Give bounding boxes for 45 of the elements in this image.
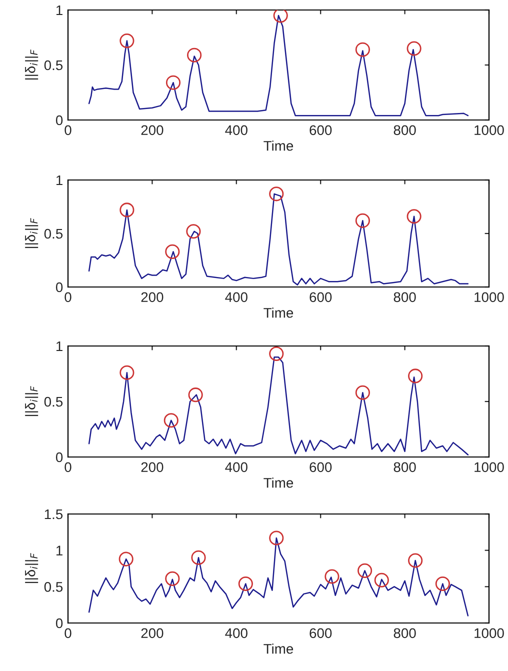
x-axis-title: Time bbox=[264, 644, 294, 654]
x-tick-label: 0 bbox=[64, 628, 72, 638]
x-tick-label: 0 bbox=[64, 462, 72, 472]
x-tick-label: 200 bbox=[141, 292, 164, 302]
y-axis-title: ||δ$_{i}$||$_{F}$ bbox=[25, 218, 38, 248]
x-tick-label: 600 bbox=[310, 462, 332, 472]
x-tick-label: 200 bbox=[141, 462, 164, 472]
x-tick-label: 600 bbox=[310, 292, 332, 302]
x-tick-label: 800 bbox=[394, 462, 416, 472]
y-tick-label: 0 bbox=[56, 452, 63, 462]
x-axis-title: Time bbox=[264, 308, 294, 318]
y-tick-label: 0 bbox=[56, 618, 63, 628]
x-tick-label: 1000 bbox=[474, 125, 504, 136]
x-tick-label: 200 bbox=[141, 125, 164, 136]
y-tick-label: 0.5 bbox=[44, 396, 63, 407]
x-tick-label: 600 bbox=[310, 628, 332, 638]
x-tick-label: 400 bbox=[225, 462, 248, 472]
y-tick-label: 0.5 bbox=[44, 582, 63, 592]
y-tick-label: 1 bbox=[56, 341, 62, 352]
y-tick-label: 1 bbox=[56, 5, 62, 16]
y-tick-label: 1.5 bbox=[44, 509, 63, 520]
x-tick-label: 1000 bbox=[474, 462, 504, 472]
y-axis-title: ||δ$_{i}$||$_{F}$ bbox=[25, 386, 38, 416]
y-axis-title: ||δ$_{i}$||$_{F}$ bbox=[25, 50, 38, 80]
y-tick-label: 0.5 bbox=[44, 228, 63, 239]
x-tick-label: 400 bbox=[225, 125, 248, 136]
y-tick-label: 1 bbox=[56, 546, 62, 556]
x-tick-label: 400 bbox=[225, 292, 248, 302]
x-tick-label: 1000 bbox=[474, 628, 504, 638]
x-tick-label: 200 bbox=[141, 628, 164, 638]
x-axis-title: Time bbox=[264, 478, 294, 488]
x-tick-label: 600 bbox=[310, 125, 332, 136]
y-tick-label: 0 bbox=[56, 115, 63, 126]
x-tick-label: 1000 bbox=[474, 292, 504, 302]
y-axis-title: ||δ$_{i}$||$_{F}$ bbox=[25, 553, 38, 584]
x-tick-label: 800 bbox=[394, 125, 416, 136]
x-tick-label: 0 bbox=[64, 292, 72, 302]
x-axis-title: Time bbox=[264, 140, 294, 151]
x-tick-label: 400 bbox=[225, 628, 248, 638]
y-tick-label: 0 bbox=[56, 282, 63, 292]
x-tick-label: 800 bbox=[394, 292, 416, 302]
y-tick-label: 0.5 bbox=[44, 60, 63, 70]
y-tick-label: 1 bbox=[56, 175, 62, 186]
x-tick-label: 0 bbox=[64, 125, 72, 136]
x-tick-label: 800 bbox=[394, 628, 416, 638]
